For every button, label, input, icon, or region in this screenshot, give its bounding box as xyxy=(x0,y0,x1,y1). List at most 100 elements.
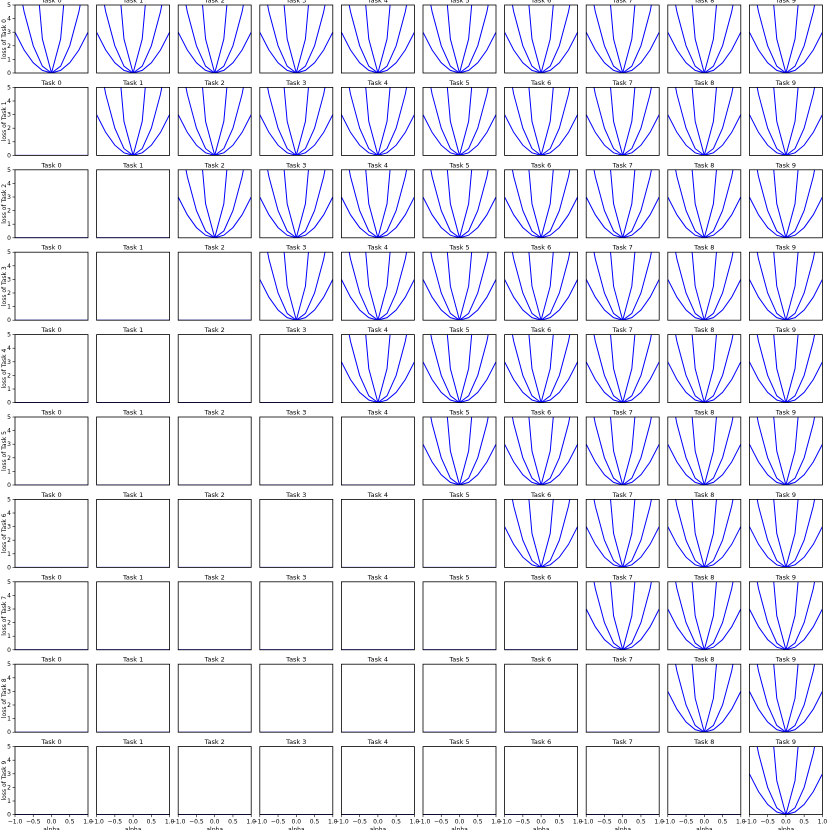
axes-frame xyxy=(667,498,742,568)
curve xyxy=(586,608,660,650)
axes-frame xyxy=(585,416,660,486)
curve xyxy=(423,31,496,73)
curve xyxy=(667,443,741,485)
curve xyxy=(348,252,408,321)
y-tick-label: 3 xyxy=(7,688,11,695)
subplot-title: Task 3 xyxy=(285,573,306,581)
curve xyxy=(773,499,799,568)
curve xyxy=(773,5,799,73)
x-tick-label: −0.5 xyxy=(108,819,123,826)
subplot-title: Task 9 xyxy=(775,0,796,5)
subplot: Task 4 xyxy=(340,79,415,156)
axes-frame xyxy=(422,169,497,239)
y-tick-label: 5 xyxy=(7,661,11,668)
y-tick-label: 3 xyxy=(7,194,11,201)
y-tick-label: 5 xyxy=(7,167,11,174)
subplot-title: Task 4 xyxy=(367,573,388,581)
subplot-title: Task 0 xyxy=(40,409,61,417)
subplot: Task 5 xyxy=(422,573,497,651)
x-tick-label: −1.0 xyxy=(742,819,757,826)
curve xyxy=(259,196,333,238)
curve xyxy=(283,5,309,73)
curve xyxy=(749,773,823,815)
curve xyxy=(511,5,571,73)
subplot-title: Task 8 xyxy=(693,79,714,87)
subplot: Task 3 xyxy=(259,656,334,733)
subplot: Task 0 0 1 2 3 4 5 loss of Task 8 xyxy=(1,656,89,736)
subplot: Task 5 xyxy=(422,244,497,321)
axes-frame xyxy=(340,581,415,651)
subplot-title: Task 1 xyxy=(122,244,143,252)
axes-frame xyxy=(667,251,742,321)
x-tick-label: 0.5 xyxy=(718,819,728,826)
subplot: Task 3 −1.0−0.5 0.0 0.5 1.0 alpha xyxy=(253,738,338,830)
subplot-title: Task 4 xyxy=(367,656,388,664)
axes-frame xyxy=(585,169,660,239)
subplot-title: Task 4 xyxy=(367,409,388,417)
subplot: Task 8 xyxy=(667,573,742,651)
subplot: Task 1 xyxy=(96,161,170,239)
y-tick-label: 4 xyxy=(7,180,11,187)
y-tick-label: 1 xyxy=(7,56,11,63)
subplot: Task 5 xyxy=(422,0,497,74)
curve xyxy=(593,334,652,403)
y-axis-label: loss of Task 0 xyxy=(1,19,8,59)
curve xyxy=(610,169,636,238)
subplot-title: Task 6 xyxy=(530,573,551,581)
subplot-title: Task 3 xyxy=(285,244,306,252)
subplot-title: Task 7 xyxy=(612,0,633,5)
axes-frame xyxy=(96,4,170,74)
subplot: Task 7 xyxy=(585,79,660,156)
y-tick-label: 0 xyxy=(7,647,11,654)
subplot-title: Task 3 xyxy=(285,491,306,499)
subplot-title: Task 1 xyxy=(122,738,143,746)
subplot-title: Task 6 xyxy=(530,326,551,334)
subplot-title: Task 0 xyxy=(40,573,61,581)
subplot: Task 0 0 1 2 3 4 5 loss of Task 6 xyxy=(1,491,89,571)
curve xyxy=(586,526,660,568)
subplot: Task 2 xyxy=(177,409,252,486)
curve xyxy=(773,581,799,650)
y-tick-label: 4 xyxy=(7,263,11,270)
curve xyxy=(675,664,734,733)
y-tick-label: 0 xyxy=(7,152,11,159)
curve xyxy=(348,334,408,403)
axes-frame xyxy=(667,416,742,486)
subplot: Task 9 xyxy=(749,656,823,733)
axes-frame xyxy=(585,498,660,568)
y-tick-label: 1 xyxy=(7,221,11,228)
axes-frame xyxy=(259,334,334,404)
axes-frame xyxy=(422,581,497,651)
subplot: Task 3 xyxy=(259,0,334,74)
x-tick-label: 0.0 xyxy=(781,819,791,826)
subplot: Task 6 xyxy=(504,326,579,404)
subplot: Task 9 xyxy=(749,0,823,74)
x-tick-label: −1.0 xyxy=(661,819,676,826)
subplot-title: Task 9 xyxy=(775,409,796,417)
curve xyxy=(430,87,489,156)
subplot: Task 5 xyxy=(422,656,497,733)
y-axis-label: loss of Task 2 xyxy=(1,184,8,224)
curve xyxy=(667,196,741,238)
subplot: Task 4 xyxy=(340,656,415,733)
subplot: Task 2 xyxy=(177,0,252,74)
subplot-title: Task 3 xyxy=(285,326,306,334)
curve xyxy=(675,87,734,156)
curve xyxy=(430,417,489,485)
subplot: Task 8 xyxy=(667,326,742,404)
subplot-title: Task 6 xyxy=(530,161,551,169)
y-tick-label: 3 xyxy=(7,606,11,613)
axes-frame xyxy=(340,4,415,74)
axes-frame xyxy=(96,251,170,321)
y-tick-label: 0 xyxy=(7,70,11,77)
subplot: Task 8 xyxy=(667,244,742,321)
x-tick-label: 0.0 xyxy=(210,819,220,826)
subplot-title: Task 9 xyxy=(775,573,796,581)
y-tick-label: 4 xyxy=(7,98,11,105)
subplot-title: Task 7 xyxy=(612,491,633,499)
subplot-title: Task 2 xyxy=(204,79,225,87)
y-tick-label: 0 xyxy=(7,235,11,242)
y-tick-label: 0 xyxy=(7,317,11,324)
y-tick-label: 2 xyxy=(7,208,11,215)
